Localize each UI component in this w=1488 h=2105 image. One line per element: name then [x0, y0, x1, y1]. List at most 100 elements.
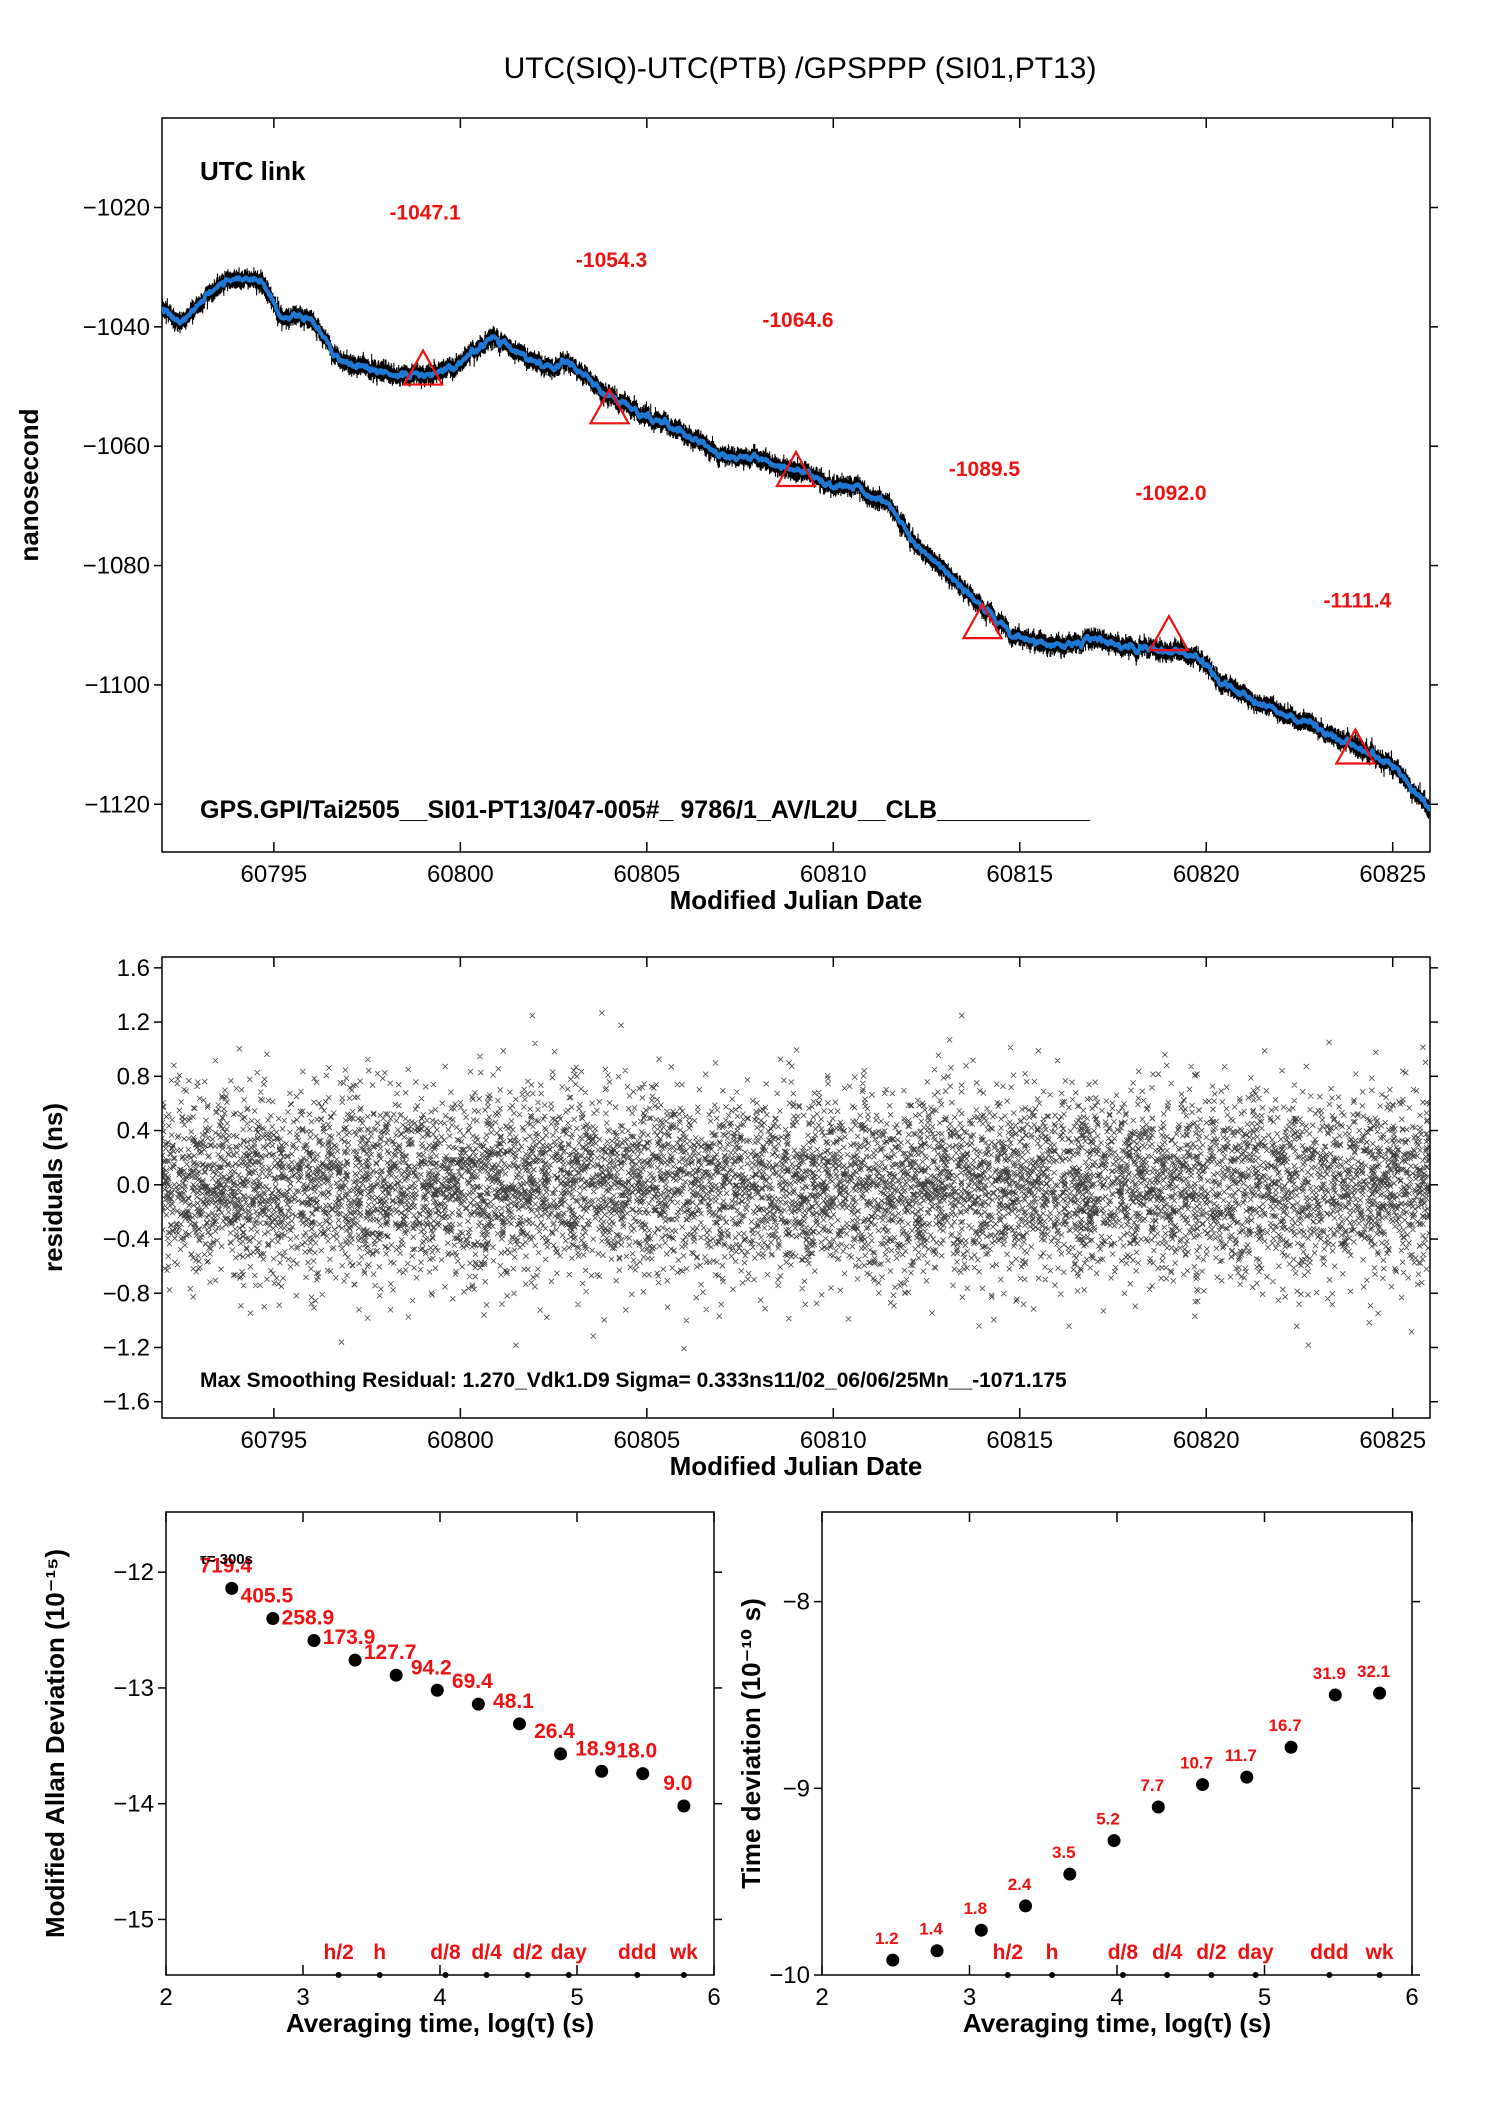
- dev-point: [389, 1668, 403, 1682]
- dev-point-label: 127.7: [364, 1641, 417, 1664]
- interval-mark-label: wk: [1365, 1941, 1394, 1964]
- tau-note: τ= 300s: [200, 1551, 253, 1568]
- interval-mark: [335, 1972, 342, 1978]
- link-marker-label: -1047.1: [389, 201, 461, 224]
- interval-mark: [1326, 1972, 1333, 1978]
- dev-point-label: 2.4: [1008, 1875, 1032, 1894]
- y-axis-title: Modified Allan Deviation (10⁻¹⁵): [40, 1549, 70, 1938]
- dev-point: [512, 1717, 526, 1731]
- y-tick-label: −0.8: [103, 1280, 150, 1307]
- y-axis-title: residuals (ns): [38, 1103, 68, 1272]
- dev-point-label: 11.7: [1225, 1746, 1257, 1765]
- x-tick-label: 60825: [1359, 1427, 1426, 1454]
- y-axis-title: nanosecond: [14, 408, 44, 561]
- y-tick-label: −1020: [83, 195, 150, 222]
- dev-point-label: 10.7: [1180, 1754, 1213, 1773]
- dev-point: [225, 1581, 239, 1595]
- interval-mark-label: d/2: [1196, 1941, 1226, 1964]
- dev-point-label: 1.2: [875, 1929, 899, 1948]
- interval-mark-label: h/2: [993, 1941, 1023, 1964]
- x-axis-title: Averaging time, log(τ) (s): [963, 2008, 1271, 2038]
- dev-point-label: 18.0: [616, 1740, 657, 1763]
- dev-point-label: 31.9: [1313, 1664, 1346, 1683]
- x-tick-label: 60795: [241, 861, 308, 888]
- interval-mark: [680, 1972, 687, 1978]
- interval-mark: [565, 1972, 572, 1978]
- x-axis-title: Modified Julian Date: [670, 885, 923, 915]
- x-axis-title: Modified Julian Date: [670, 1451, 923, 1481]
- dev-point: [1284, 1740, 1298, 1754]
- dev-point-label: 1.4: [919, 1920, 943, 1939]
- y-tick-label: −15: [113, 1906, 154, 1933]
- link-footnote: GPS.GPI/Tai2505__SI01-PT13/047-005#_ 978…: [200, 796, 1091, 824]
- x-tick-label: 60795: [241, 1427, 308, 1454]
- x-tick-label: 2: [815, 1984, 828, 2011]
- interval-mark: [1164, 1972, 1171, 1978]
- x-tick-label: 5: [570, 1984, 583, 2011]
- figure-title: UTC(SIQ)-UTC(PTB) /GPSPPP (SI01,PT13): [504, 52, 1097, 85]
- interval-mark: [1004, 1972, 1011, 1978]
- x-tick-label: 5: [1258, 1984, 1271, 2011]
- dev-point: [554, 1747, 568, 1761]
- x-tick-label: 60820: [1173, 861, 1240, 888]
- res-footnote-bg: [190, 1360, 1270, 1396]
- res-footnote: Max Smoothing Residual: 1.270_Vdk1.D9 Si…: [200, 1369, 1067, 1392]
- dev-point-label: 9.0: [663, 1772, 692, 1795]
- x-tick-label: 60800: [427, 1427, 494, 1454]
- dev-point: [471, 1697, 485, 1711]
- mdev-chart: 2 3 4 5 6 −12 −13 −14 −15 Averaging time, log(τ) …: [40, 1511, 722, 2038]
- x-tick-label: 3: [963, 1984, 976, 2011]
- link-marker-label: -1054.3: [576, 249, 647, 272]
- x-tick-label: 6: [1405, 1984, 1418, 2011]
- x-tick-label: 6: [707, 1984, 720, 2011]
- link-marker-label: -1064.6: [762, 309, 833, 332]
- interval-mark-label: ddd: [1310, 1941, 1348, 1964]
- interval-mark-label: day: [1238, 1941, 1275, 1964]
- dev-point-label: 94.2: [411, 1656, 452, 1679]
- dev-point: [1328, 1688, 1342, 1702]
- x-tick-label: 3: [296, 1984, 309, 2011]
- interval-mark-label: ddd: [618, 1941, 656, 1964]
- interval-mark: [634, 1972, 641, 1978]
- interval-mark: [524, 1972, 531, 1978]
- dev-point: [974, 1923, 988, 1937]
- y-tick-label: 0.4: [117, 1118, 150, 1145]
- dev-point: [1107, 1834, 1121, 1848]
- link-marker-triangle: [402, 348, 444, 386]
- x-tick-label: 60825: [1359, 861, 1426, 888]
- x-tick-label: 4: [1110, 1984, 1123, 2011]
- dev-point: [348, 1653, 362, 1667]
- dev-point: [430, 1683, 444, 1697]
- x-tick-label: 4: [433, 1984, 446, 2011]
- link-marker-label: -1111.4: [1324, 589, 1392, 612]
- interval-mark: [483, 1972, 490, 1978]
- dev-point-label: 719.4: [199, 1554, 252, 1577]
- y-tick-label: −1.6: [103, 1389, 150, 1416]
- dev-point-label: 173.9: [323, 1626, 376, 1649]
- dev-point: [1196, 1778, 1210, 1792]
- y-tick-label: −9: [783, 1775, 810, 1802]
- x-tick-label: 60810: [800, 1427, 867, 1454]
- x-tick-label: 60815: [986, 1427, 1053, 1454]
- dev-point-label: 5.2: [1096, 1810, 1120, 1829]
- residuals-chart: 60795 60800 60805 60810 60815 60820 60825 1.6 1.…: [38, 955, 1438, 1481]
- tdev-chart: 2 3 4 5 6 −8 −9 −10 Averaging time, log(τ) (s) Ti…: [736, 1511, 1420, 2038]
- y-tick-label: −0.4: [103, 1226, 150, 1253]
- x-axis-title: Averaging time, log(τ) (s): [286, 2008, 594, 2038]
- link-marker-triangle: [1148, 613, 1190, 652]
- x-tick-label: 60810: [800, 861, 867, 888]
- link-marker-triangle: [961, 601, 1004, 640]
- residual-points: [162, 1010, 1430, 1352]
- interval-mark: [1376, 1972, 1383, 1978]
- interval-mark-label: h/2: [323, 1941, 353, 1964]
- dev-point-label: 69.4: [452, 1670, 493, 1693]
- utc-link-legend: UTC link: [200, 156, 306, 186]
- link-marker-triangle: [588, 387, 631, 425]
- dev-point-label: 1.8: [963, 1899, 987, 1918]
- interval-mark-label: d/4: [1152, 1941, 1183, 1964]
- link-marker-label: -1092.0: [1135, 482, 1206, 505]
- interval-mark: [1208, 1972, 1215, 1978]
- dev-point: [1063, 1867, 1077, 1881]
- y-tick-label: −14: [113, 1791, 154, 1818]
